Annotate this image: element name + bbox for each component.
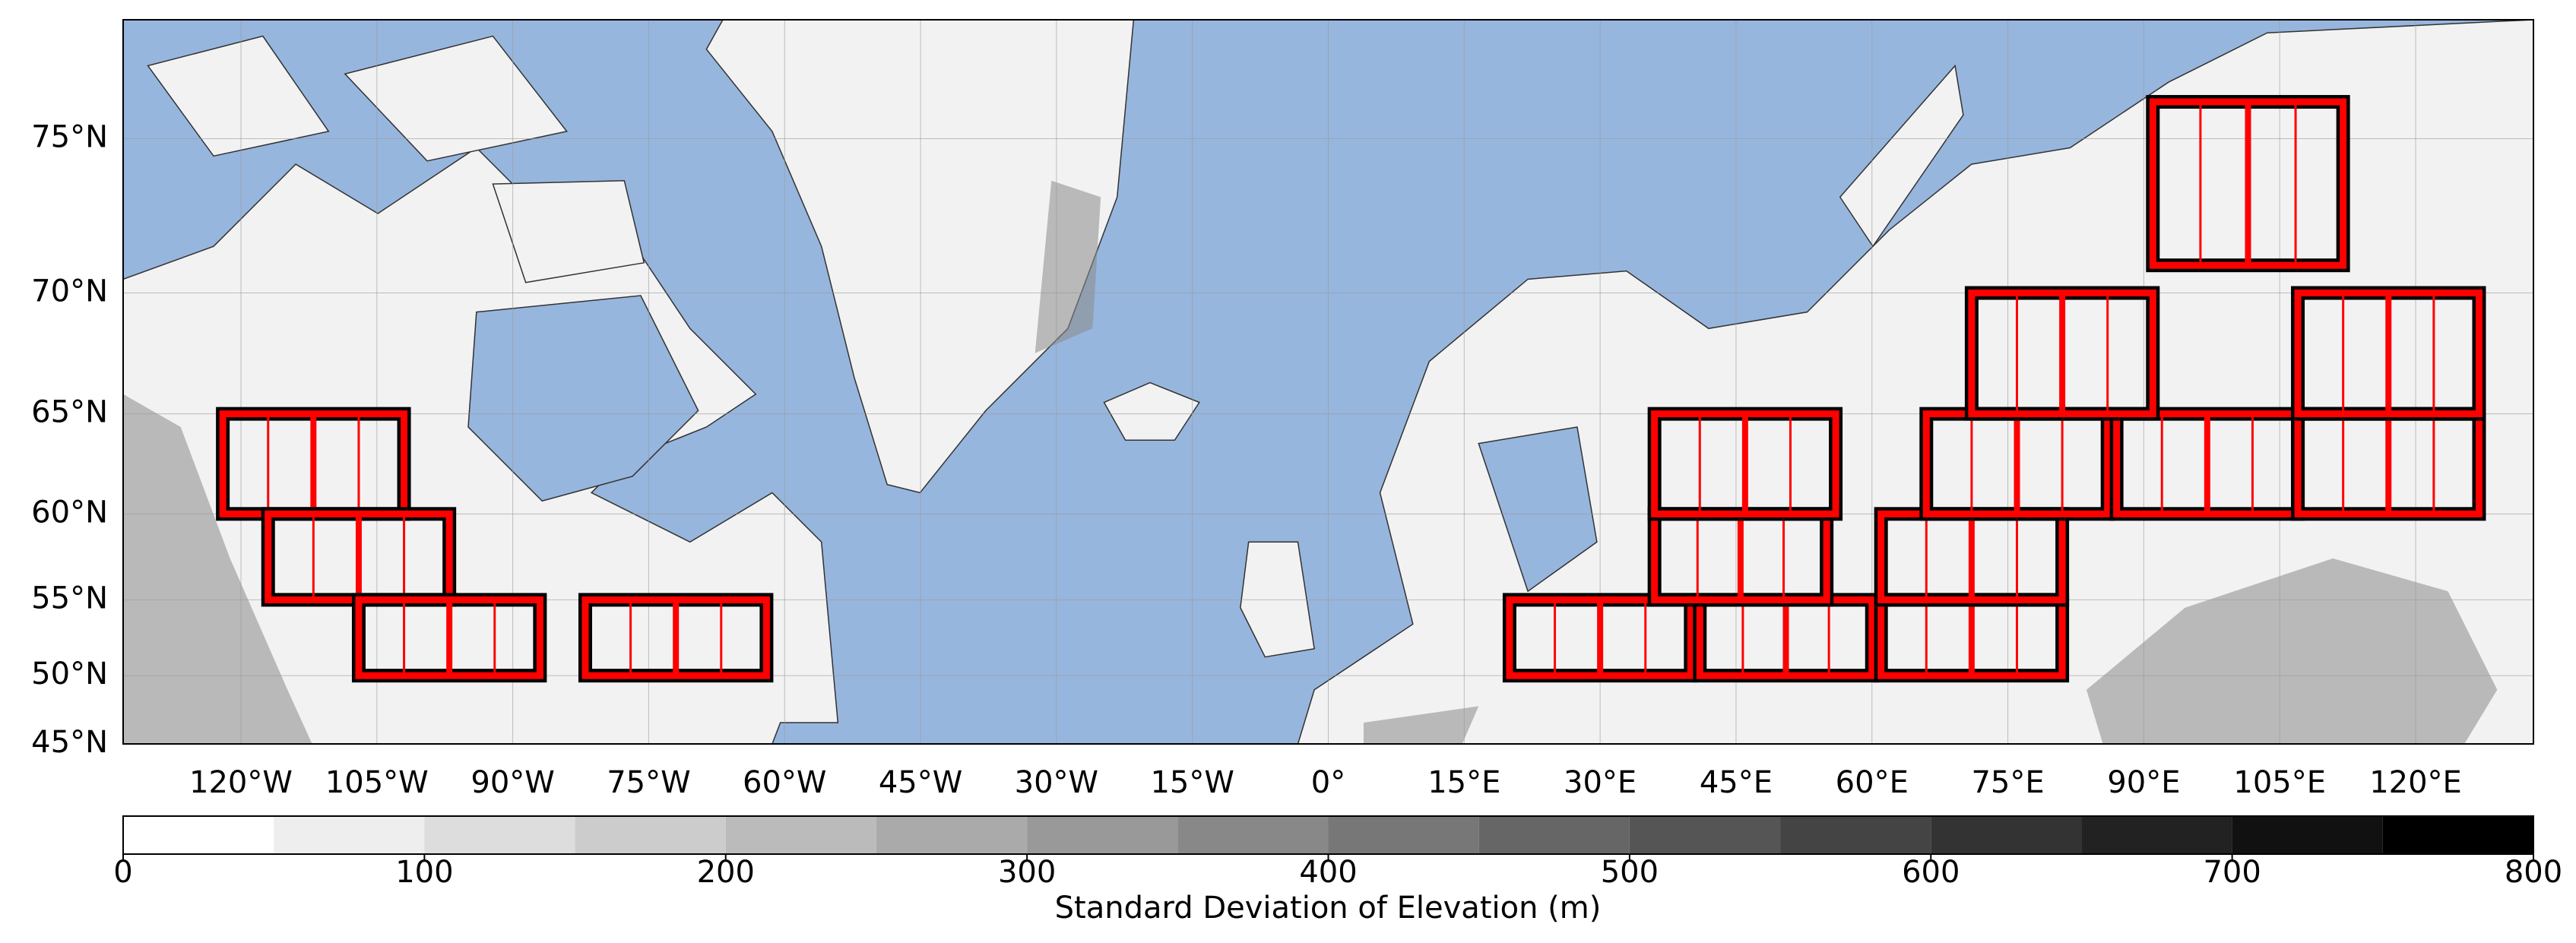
colorbar-tick-label: 500 [1601, 855, 1659, 890]
colorbar-bin [1931, 816, 2082, 854]
colorbar-bin [2382, 816, 2533, 854]
x-tick-label: 45°E [1700, 765, 1773, 800]
iceland [1103, 381, 1200, 441]
colorbar-label: Standard Deviation of Elevation (m) [1055, 891, 1602, 926]
colorbar-bin [123, 816, 274, 854]
mountains [1363, 706, 1479, 744]
x-tick-label: 60°E [1836, 765, 1909, 800]
colorbar-bin [2081, 816, 2232, 854]
greenland [705, 20, 1135, 494]
y-tick-label: 60°N [31, 495, 108, 530]
x-tick-label: 120°W [189, 765, 293, 800]
region [1506, 596, 1694, 679]
mountains [123, 394, 312, 744]
y-tick-label: 65°N [31, 395, 108, 430]
mountains [1035, 180, 1101, 353]
colorbar-bin [1328, 816, 1479, 854]
colorbar-bin [274, 816, 425, 854]
x-tick-label: 75°E [1971, 765, 2044, 800]
colorbar-bin [725, 816, 876, 854]
region [355, 596, 543, 679]
hudson-bay [467, 295, 699, 502]
x-tick-label: 105°W [325, 765, 429, 800]
y-tick-label: 45°N [31, 725, 108, 760]
x-tick-label: 30°E [1564, 765, 1637, 800]
colorbar-bin [575, 816, 726, 854]
x-tick-label: 75°W [607, 765, 690, 800]
labels-layer: 120°W 105°W 90°W 75°W 60°W 45°W 30°W 15°W 0° 15°E… [31, 119, 2462, 800]
map-frame [122, 19, 2534, 745]
colorbar-tick-label: 600 [1902, 855, 1960, 890]
colorbar-tick-label: 200 [697, 855, 755, 890]
colorbar: 0 100 200 300 400 500 600 700 800 [113, 815, 2562, 890]
colorbar-bin [424, 816, 575, 854]
y-tick-label: 55°N [31, 581, 108, 615]
colorbar-bin [1629, 816, 1781, 854]
x-tick-label: 0° [1311, 765, 1345, 800]
y-tick-label: 75°N [31, 119, 108, 154]
novaya-zemlya [1839, 64, 1964, 248]
baltic-sea [1478, 426, 1598, 593]
x-tick-label: 90°E [2107, 765, 2180, 800]
x-tick-label: 60°W [743, 765, 826, 800]
region [1651, 410, 1839, 517]
colorbar-bin [1478, 816, 1630, 854]
arctic-island [147, 35, 330, 157]
colorbar-bin [1177, 816, 1329, 854]
x-tick-label: 15°E [1427, 765, 1500, 800]
colorbar-bin [1027, 816, 1178, 854]
mountains [2086, 558, 2498, 744]
x-tick-label: 15°W [1150, 765, 1234, 800]
colorbar-tick-label: 700 [2203, 855, 2261, 890]
region [2149, 98, 2347, 269]
region [581, 596, 770, 679]
colorbar-bin [876, 816, 1028, 854]
colorbar-tick-label: 800 [2505, 855, 2562, 890]
arctic-island [492, 179, 645, 283]
colorbar-tick-label: 0 [113, 855, 132, 890]
x-tick-label: 105°E [2233, 765, 2326, 800]
y-tick-label: 70°N [31, 274, 108, 309]
x-tick-label: 120°E [2369, 765, 2462, 800]
colorbar-tick-label: 300 [998, 855, 1056, 890]
colorbar-bin [2232, 816, 2383, 854]
colorbar-tick-label: 400 [1299, 855, 1357, 890]
colorbar-tick-label: 100 [395, 855, 453, 890]
y-tick-label: 50°N [31, 657, 108, 691]
arctic-island [344, 35, 569, 162]
regions-layer [216, 95, 2486, 683]
colorbar-bin [1780, 816, 1931, 854]
x-tick-label: 30°W [1015, 765, 1098, 800]
eurasia [1297, 20, 2533, 744]
region [2294, 290, 2483, 418]
region [1968, 290, 2156, 418]
x-tick-label: 45°W [879, 765, 962, 800]
x-tick-label: 90°W [471, 765, 554, 800]
